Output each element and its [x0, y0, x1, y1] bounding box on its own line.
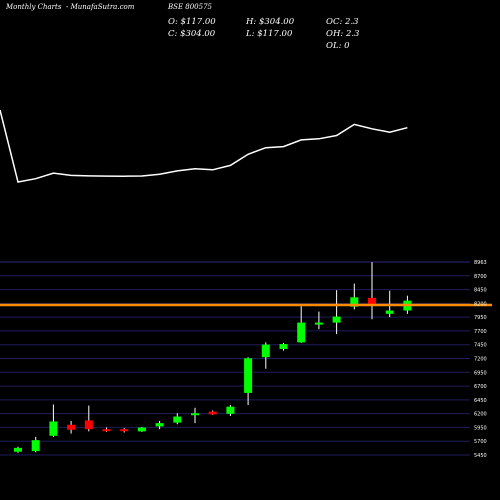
candle-up [261, 344, 270, 358]
y-tick-label: 8963 [474, 260, 487, 266]
y-tick-label: 5450 [474, 453, 487, 459]
ohlc-oh: OH: 2.3 [326, 29, 360, 39]
symbol-label: BSE 800575 [168, 3, 212, 11]
candle-up [49, 421, 58, 436]
candle-down [84, 420, 93, 430]
upper-indicator-line [0, 109, 408, 183]
candles [14, 262, 412, 453]
y-tick-label: 6950 [474, 370, 487, 376]
y-tick-label: 6200 [474, 412, 487, 418]
candle-up [14, 447, 22, 452]
y-tick-label: 7950 [474, 315, 487, 321]
candle-up [173, 416, 182, 423]
candle-down [208, 411, 217, 415]
candle-down [368, 297, 376, 306]
ohlc-ol: OL: 0 [326, 41, 350, 51]
y-tick-label: 5700 [474, 439, 487, 445]
y-tick-label: 8200 [474, 301, 487, 307]
y-tick-label: 8700 [474, 274, 487, 280]
y-tick-label: 6450 [474, 398, 487, 404]
y-tick-label: 7700 [474, 329, 487, 335]
y-tick-label: 7200 [474, 357, 487, 363]
ohlc-oc: OC: 2.3 [326, 17, 359, 27]
candle-up [137, 427, 146, 432]
candle-up [31, 440, 40, 452]
y-tick-label: 8450 [474, 288, 487, 294]
grid-lines [0, 261, 470, 456]
candle-up [314, 322, 323, 325]
candle-up [155, 423, 164, 427]
candle-up [191, 413, 199, 416]
candle-up [297, 322, 306, 343]
candle-down [120, 429, 129, 432]
ohlc-low: L: $117.00 [246, 29, 293, 39]
ohlc-open: O: $117.00 [168, 17, 216, 27]
y-tick-label: 5950 [474, 425, 487, 431]
ohlc-close: C: $304.00 [168, 29, 216, 39]
ohlc-high: H: $304.00 [246, 17, 295, 27]
candle-down [67, 424, 76, 430]
site-name: - MunafaSutra.com [66, 3, 135, 11]
candle-down [102, 429, 111, 432]
candle-up [350, 297, 359, 307]
candle-up [279, 344, 288, 349]
candle-up [385, 310, 394, 314]
y-axis-ticks: 8963 8700 8450 8200 7950 7700 7450 7200 6950 6700… [474, 260, 487, 459]
y-tick-label: 6700 [474, 384, 487, 390]
candle-up [244, 358, 253, 393]
candle-up [226, 406, 235, 414]
y-tick-label: 7450 [474, 343, 487, 349]
chart-label: Monthly Charts [6, 3, 62, 11]
candle-up [332, 316, 341, 323]
